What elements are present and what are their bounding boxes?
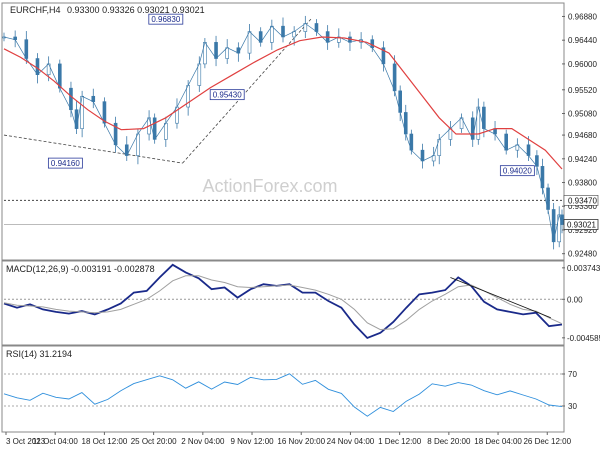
candle-body bbox=[470, 117, 475, 140]
price-trendlines bbox=[3, 18, 312, 164]
macd-tick-label: 0.003743 bbox=[567, 264, 600, 273]
price-tick-label: 0.96000 bbox=[568, 60, 597, 69]
candle-body bbox=[526, 144, 531, 156]
x-tick-label: 11 Oct 04:00 bbox=[33, 437, 79, 446]
price-tick-label: 0.96880 bbox=[568, 12, 597, 21]
level-price-box bbox=[563, 195, 599, 206]
ohlc-label: 0.93300 0.93326 0.93021 0.93021 bbox=[67, 5, 205, 15]
candle-body bbox=[136, 133, 140, 156]
candle-body bbox=[164, 122, 168, 140]
price-tick-label: 0.94240 bbox=[568, 155, 597, 164]
rsi-tick-label: 70 bbox=[568, 370, 577, 379]
candle-body bbox=[247, 31, 252, 54]
level-price-label: 0.93470 bbox=[568, 196, 597, 205]
rsi-axis: 70 30 bbox=[562, 370, 577, 411]
candle-body bbox=[314, 23, 319, 32]
current-price-label: 0.93021 bbox=[567, 221, 596, 230]
rsi-tick-label: 30 bbox=[568, 402, 577, 411]
current-price-box bbox=[563, 219, 599, 230]
annotation-box bbox=[47, 157, 83, 169]
x-tick-label: 24 Nov 04:00 bbox=[327, 437, 375, 446]
candle-body bbox=[270, 25, 274, 43]
macd-tick-label: 0.00 bbox=[567, 295, 583, 304]
x-tick-label: 18 Oct 12:00 bbox=[82, 437, 128, 446]
price-panel-title: EURCHF,H4 0.93300 0.93326 0.93021 0.9302… bbox=[10, 5, 205, 15]
x-tick-label: 16 Nov 20:00 bbox=[277, 437, 325, 446]
price-tick-label: 0.93800 bbox=[568, 179, 597, 188]
candle-body bbox=[225, 47, 229, 59]
price-trendline bbox=[3, 134, 183, 164]
rsi-panel bbox=[1, 345, 565, 433]
x-tick-label: 26 Dec 12:00 bbox=[523, 437, 571, 446]
rsi-panel-title: RSI(14) 31.2194 bbox=[6, 349, 72, 359]
annotation-box bbox=[148, 13, 184, 25]
macd-tick-label: -0.004585 bbox=[567, 334, 600, 343]
x-tick-label: 3 Oct 2023 bbox=[6, 437, 46, 446]
rsi-lines bbox=[3, 373, 563, 417]
candle-body bbox=[420, 149, 425, 162]
candle-body bbox=[35, 58, 40, 75]
price-tick-label: 0.92920 bbox=[568, 226, 597, 235]
macd-lines bbox=[3, 263, 563, 340]
candle-body bbox=[69, 87, 73, 111]
price-annotations: 0.96830 0.95430 0.94020 0.94160 bbox=[47, 13, 535, 177]
price-series bbox=[2, 15, 564, 250]
rsi-line bbox=[3, 373, 563, 417]
price-tick-label: 0.95520 bbox=[568, 86, 597, 95]
candle-body bbox=[197, 63, 202, 86]
x-tick-label: 9 Nov 12:00 bbox=[230, 437, 274, 446]
annotation-label: 0.94160 bbox=[51, 159, 80, 168]
price-tick-label: 0.95080 bbox=[568, 110, 597, 119]
price-axis: 0.96880 0.96440 0.96000 0.95520 0.95080 0.946… bbox=[562, 12, 599, 259]
x-tick-label: 2 Nov 04:00 bbox=[181, 437, 225, 446]
annotation-box bbox=[499, 165, 535, 177]
macd-axis: 0.003743 0.00 -0.004585 bbox=[562, 264, 600, 343]
annotation-label: 0.95430 bbox=[213, 91, 242, 100]
moving-average-line bbox=[3, 36, 563, 170]
x-tick-label: 25 Oct 20:00 bbox=[131, 437, 177, 446]
macd-panel-title: MACD(12,26,9) -0.003191 -0.002878 bbox=[6, 264, 155, 274]
annotation-box bbox=[209, 89, 245, 101]
price-tick-label: 0.96440 bbox=[568, 36, 597, 45]
annotation-label: 0.94020 bbox=[503, 167, 532, 176]
moving-average bbox=[3, 36, 563, 170]
candle-body bbox=[392, 63, 397, 92]
x-tick-label: 18 Dec 04:00 bbox=[474, 437, 522, 446]
price-panel bbox=[1, 2, 565, 261]
price-tick-label: 0.93360 bbox=[568, 202, 597, 211]
price-tick-label: 0.92480 bbox=[568, 250, 597, 259]
macd-panel bbox=[1, 260, 565, 346]
annotation-label: 0.96830 bbox=[151, 15, 180, 24]
x-tick-label: 1 Dec 12:00 bbox=[378, 437, 422, 446]
watermark: ActionForex.com bbox=[202, 176, 337, 196]
symbol-label: EURCHF,H4 bbox=[10, 5, 61, 15]
candle-body bbox=[214, 42, 218, 59]
macd-trendline bbox=[450, 277, 551, 319]
price-trendline bbox=[182, 18, 312, 164]
candle-body bbox=[281, 25, 285, 38]
price-tick-label: 0.94680 bbox=[568, 131, 597, 140]
candle-body bbox=[504, 133, 509, 151]
x-tick-label: 8 Dec 20:00 bbox=[427, 437, 471, 446]
price-grid bbox=[4, 199, 562, 226]
rsi-grid bbox=[4, 373, 562, 407]
candle-body bbox=[24, 39, 29, 59]
